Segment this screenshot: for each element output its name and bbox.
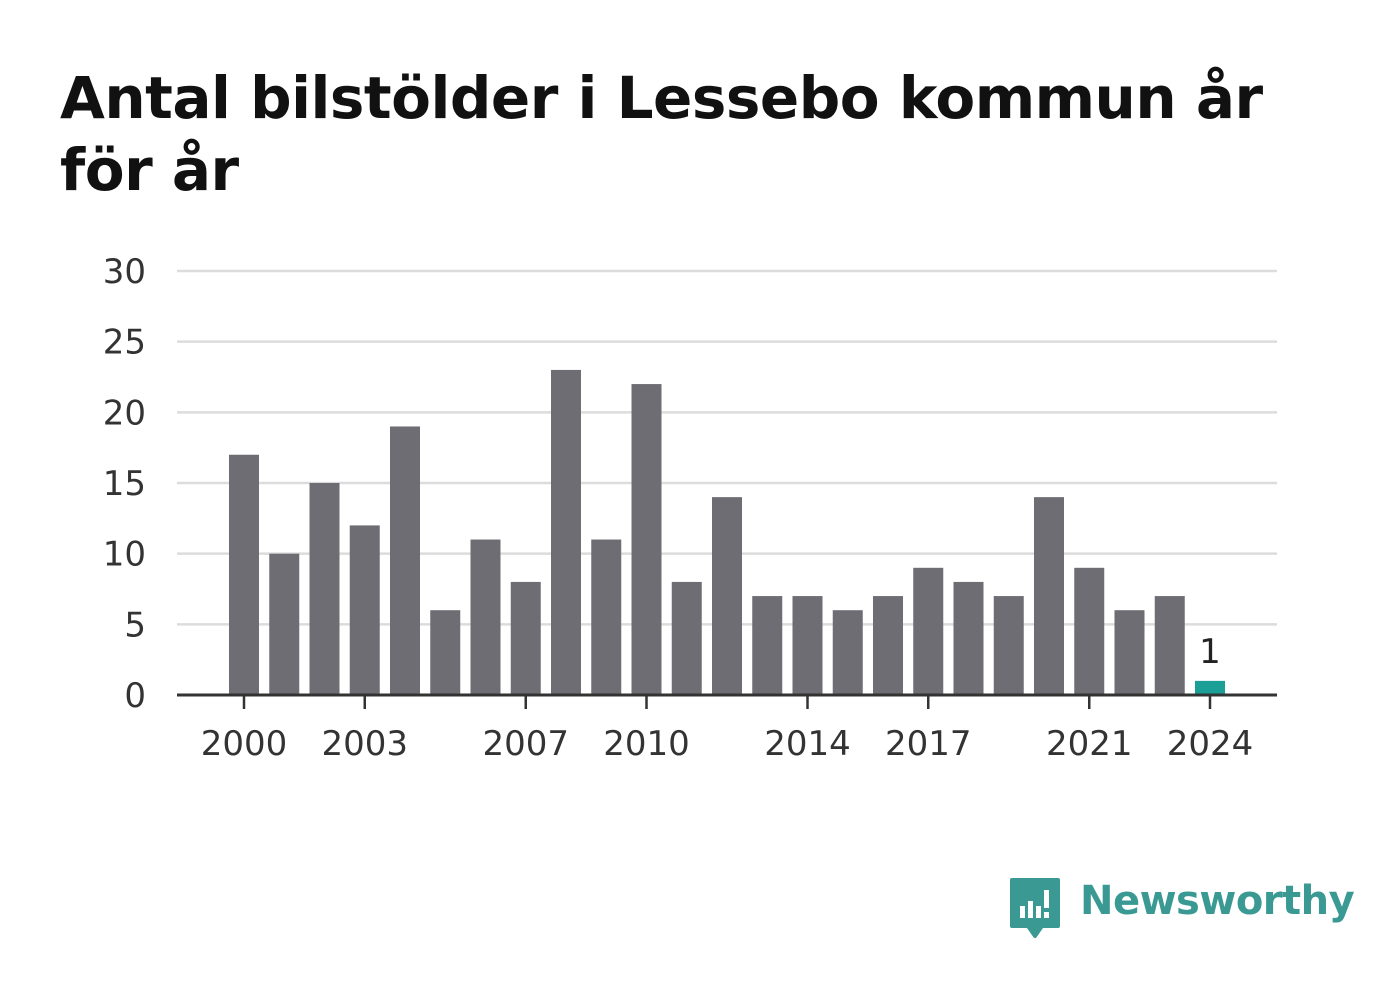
newsworthy-logo: Newsworthy [1008,876,1355,942]
bar-2020 [1034,497,1064,695]
y-axis-ticks: 0 5 10 15 20 25 30 [103,252,146,716]
bar-2021 [1074,567,1105,695]
x-tick-label: 2021 [1046,724,1133,764]
bar-2009 [591,539,622,695]
bar-2010 [631,384,662,695]
bar-2018 [953,581,984,695]
y-tick-label: 5 [124,605,146,645]
y-tick-label: 30 [103,252,146,292]
bar-2008 [551,369,581,695]
bar-2017 [913,567,944,695]
data-label-2024: 1 [1199,632,1221,672]
bar-2012 [712,497,742,695]
brand-name: Newsworthy [1080,878,1355,924]
bar-2007 [510,581,541,695]
bar-2001 [269,553,300,695]
bar-2016 [873,596,903,695]
bar-2004 [390,426,420,695]
x-tick-label: 2003 [321,724,408,764]
bar-2015 [832,610,863,695]
y-tick-label: 15 [103,464,146,504]
y-tick-label: 0 [124,676,146,716]
x-tick-label: 2010 [603,724,690,764]
y-tick-label: 25 [103,323,146,363]
x-tick-label: 2024 [1167,724,1254,764]
y-tick-label: 10 [103,535,146,575]
bar-2024 [1195,680,1225,695]
bar-2011 [671,581,702,695]
bars: 1 [177,369,1277,697]
x-tick-label: 2017 [885,724,972,764]
bar-2022 [1114,610,1145,695]
bar-2003 [349,525,380,695]
bar-2023 [1154,596,1185,695]
newsworthy-logo-icon [1010,878,1060,938]
bar-2014 [792,596,823,695]
x-tick-label: 2007 [482,724,569,764]
chart-title: Antal bilstölder i Lessebo kommun år för… [60,64,1263,204]
bar-2000 [229,454,259,695]
bar-2013 [752,596,783,695]
bar-2006 [470,539,501,695]
y-tick-label: 20 [103,393,146,433]
bar-2002 [309,483,340,695]
x-tick-label: 2014 [764,724,851,764]
x-axis-ticks: 2000 2003 2007 2010 2014 2017 2021 2024 [201,695,1254,764]
bar-2005 [430,610,461,695]
bar-2019 [993,596,1024,695]
x-tick-label: 2000 [201,724,288,764]
